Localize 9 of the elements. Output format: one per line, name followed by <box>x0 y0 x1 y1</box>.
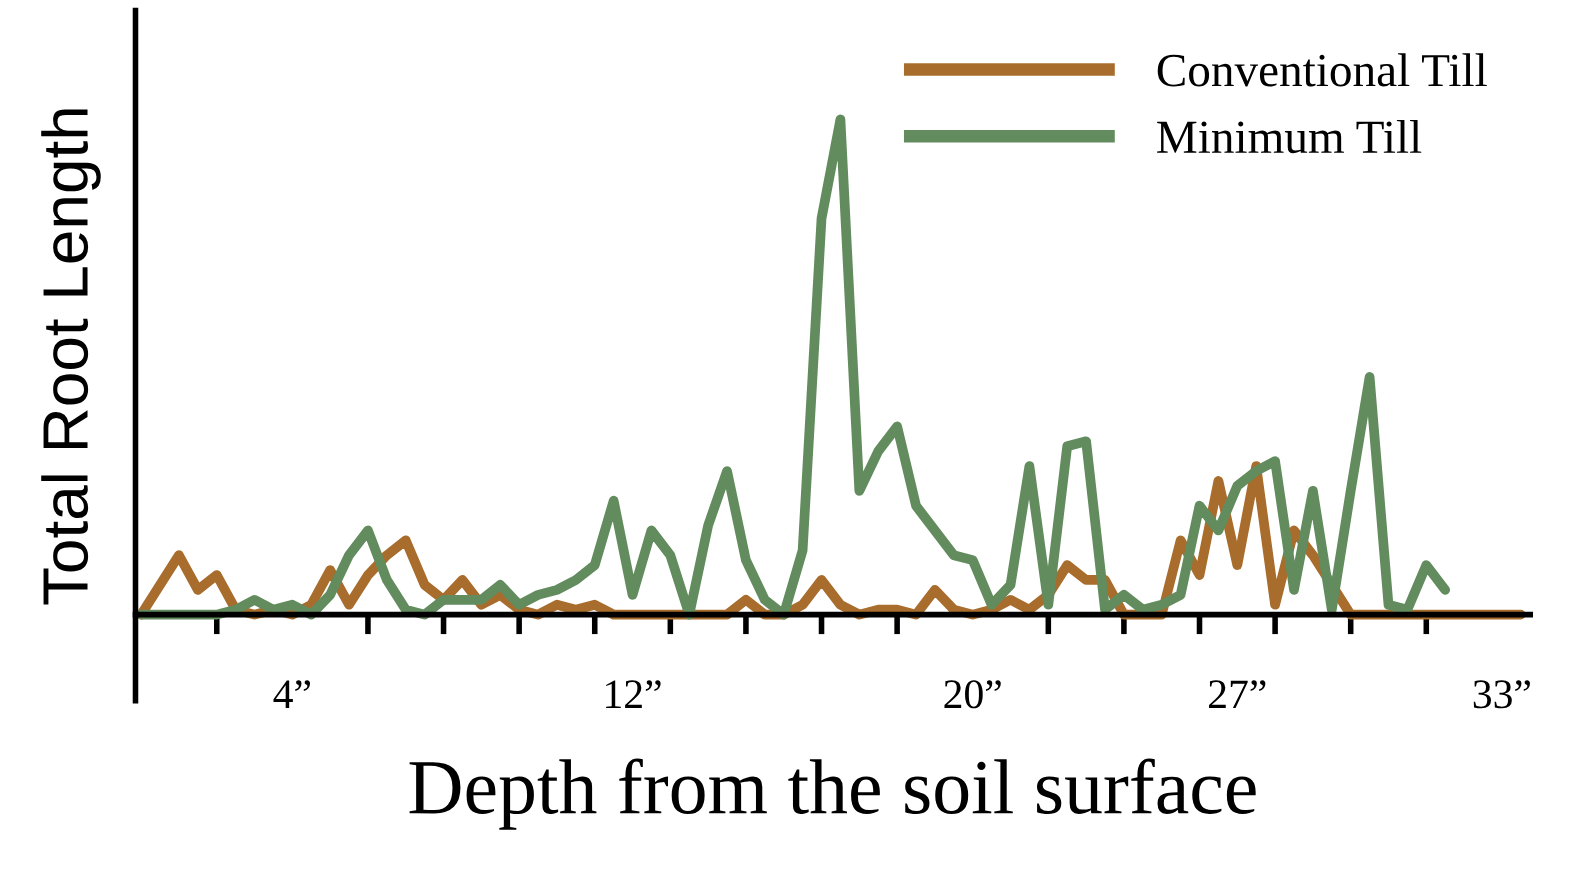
x-tick-label: 12” <box>606 680 661 708</box>
x-tick-label: 4” <box>273 680 311 708</box>
x-axis-title: Depth from the soil surface <box>409 758 1256 830</box>
legend-label: Conventional Till <box>1157 53 1487 87</box>
legend-label: Minimum Till <box>1157 120 1422 154</box>
y-axis-title: Total Root Length <box>41 109 101 605</box>
x-tick-label: 20” <box>944 680 1001 709</box>
x-tick-label: 33” <box>1473 680 1530 709</box>
x-tick-label: 27” <box>1209 680 1266 708</box>
